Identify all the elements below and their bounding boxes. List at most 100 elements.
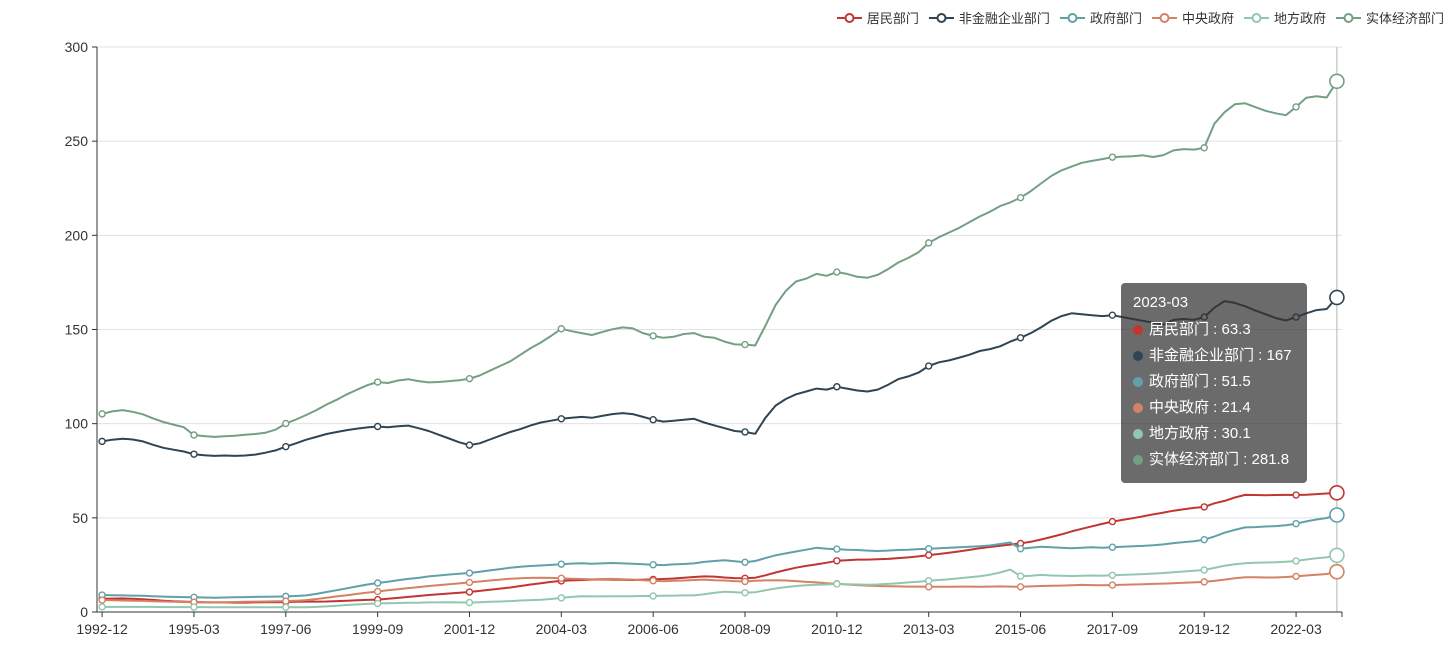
data-point[interactable]: [373, 378, 382, 386]
data-point[interactable]: [741, 558, 749, 566]
data-point[interactable]: [465, 578, 474, 587]
data-point[interactable]: [925, 551, 933, 559]
data-point[interactable]: [190, 431, 198, 439]
data-point[interactable]: [1016, 334, 1025, 342]
data-point[interactable]: [373, 579, 382, 587]
data-point[interactable]: [1200, 578, 1208, 586]
data-point[interactable]: [925, 362, 933, 370]
x-axis-label: 2010-12: [811, 621, 863, 637]
data-point[interactable]: [833, 557, 841, 565]
data-point[interactable]: [282, 603, 290, 611]
chart-legend: 居民部门 非金融企业部门 政府部门 中央政府 地方政府 实体经济部门: [836, 8, 1444, 27]
data-point[interactable]: [833, 545, 841, 553]
series-line-居民部门[interactable]: [101, 491, 1338, 604]
data-point[interactable]: [649, 561, 657, 569]
data-point[interactable]: [1108, 311, 1117, 319]
data-point[interactable]: [1200, 566, 1208, 574]
data-point[interactable]: [1200, 144, 1208, 152]
data-point[interactable]: [1016, 545, 1025, 553]
y-axis-label: 50: [72, 510, 88, 526]
data-point[interactable]: [1108, 153, 1117, 161]
data-point[interactable]: [1108, 517, 1117, 526]
data-point[interactable]: [833, 383, 841, 391]
data-point[interactable]: [1108, 581, 1117, 589]
highlighted-data-point[interactable]: [1329, 484, 1345, 501]
legend-item-政府部门[interactable]: 政府部门: [1059, 8, 1142, 27]
data-point[interactable]: [282, 419, 290, 428]
series-line-政府部门[interactable]: [101, 514, 1338, 599]
series-line-实体经济部门[interactable]: [101, 80, 1338, 438]
legend-item-中央政府[interactable]: 中央政府: [1151, 8, 1234, 27]
legend-item-实体经济部门[interactable]: 实体经济部门: [1335, 8, 1444, 27]
data-point[interactable]: [465, 569, 474, 577]
data-point[interactable]: [1200, 503, 1208, 511]
data-point[interactable]: [557, 560, 566, 568]
legend-line-circle-icon: [1059, 12, 1085, 23]
data-point[interactable]: [1292, 557, 1300, 565]
data-point[interactable]: [98, 410, 106, 418]
data-point[interactable]: [1292, 519, 1300, 528]
data-point[interactable]: [1016, 572, 1025, 580]
legend-item-地方政府[interactable]: 地方政府: [1243, 8, 1326, 27]
data-point[interactable]: [1016, 193, 1025, 202]
data-point[interactable]: [741, 428, 749, 436]
data-point[interactable]: [1108, 571, 1117, 579]
data-point[interactable]: [98, 437, 106, 446]
data-point[interactable]: [1292, 103, 1300, 111]
data-point[interactable]: [1108, 543, 1117, 551]
data-point[interactable]: [557, 415, 566, 423]
data-point[interactable]: [373, 599, 382, 608]
legend-item-居民部门[interactable]: 居民部门: [836, 8, 919, 27]
data-point[interactable]: [741, 340, 749, 349]
data-point[interactable]: [282, 597, 290, 605]
legend-item-非金融企业部门[interactable]: 非金融企业部门: [928, 8, 1050, 27]
x-axis-label: 2008-09: [719, 621, 771, 637]
highlighted-data-point[interactable]: [1329, 73, 1345, 90]
data-point[interactable]: [373, 587, 382, 596]
data-point[interactable]: [465, 598, 474, 607]
data-point[interactable]: [833, 580, 841, 588]
x-axis-label: 1997-06: [260, 621, 312, 637]
data-point[interactable]: [98, 603, 106, 611]
data-point[interactable]: [190, 450, 198, 458]
highlighted-data-point[interactable]: [1329, 563, 1345, 580]
data-point[interactable]: [557, 325, 566, 333]
data-point[interactable]: [190, 603, 198, 611]
data-point[interactable]: [925, 545, 933, 553]
data-point[interactable]: [649, 416, 657, 424]
legend-line-circle-icon: [836, 12, 862, 23]
data-point[interactable]: [1292, 313, 1300, 321]
data-point[interactable]: [1292, 572, 1300, 581]
data-point[interactable]: [373, 422, 382, 431]
highlighted-data-point[interactable]: [1329, 547, 1345, 564]
data-point[interactable]: [649, 592, 657, 600]
data-point[interactable]: [1200, 535, 1208, 544]
series-line-中央政府[interactable]: [101, 570, 1338, 604]
data-point[interactable]: [557, 574, 566, 582]
data-point[interactable]: [98, 596, 106, 604]
data-point[interactable]: [833, 268, 841, 276]
data-point[interactable]: [465, 588, 474, 596]
data-point[interactable]: [1200, 313, 1208, 321]
data-point[interactable]: [557, 594, 566, 602]
series-line-非金融企业部门[interactable]: [101, 296, 1338, 457]
highlighted-data-point[interactable]: [1329, 507, 1345, 523]
data-point[interactable]: [925, 577, 933, 585]
legend-line-circle-icon: [928, 12, 954, 23]
data-point[interactable]: [1292, 491, 1300, 499]
data-point[interactable]: [925, 583, 933, 591]
highlighted-data-point[interactable]: [1329, 289, 1345, 306]
y-axis-label: 100: [65, 416, 89, 432]
data-point[interactable]: [925, 239, 933, 247]
data-point[interactable]: [1016, 583, 1025, 591]
series-line-地方政府[interactable]: [101, 554, 1338, 609]
data-point[interactable]: [282, 442, 290, 451]
data-point[interactable]: [741, 589, 749, 597]
data-point[interactable]: [465, 374, 474, 383]
data-point[interactable]: [649, 332, 657, 340]
data-point[interactable]: [741, 577, 749, 586]
data-point[interactable]: [649, 577, 657, 585]
data-point[interactable]: [465, 441, 474, 449]
